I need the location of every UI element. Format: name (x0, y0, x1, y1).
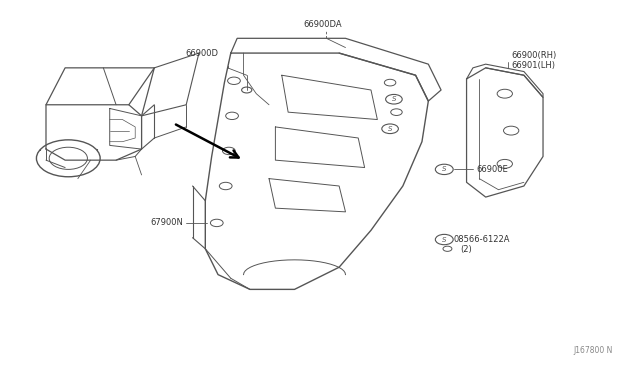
Text: 66900D: 66900D (185, 48, 218, 58)
Text: S: S (442, 237, 447, 243)
Text: 66900E: 66900E (476, 165, 508, 174)
Text: (2): (2) (460, 245, 472, 254)
Text: 08566-6122A: 08566-6122A (454, 235, 510, 244)
Text: 67900N: 67900N (150, 218, 183, 227)
Text: 66901(LH): 66901(LH) (511, 61, 555, 70)
Text: J167800 N: J167800 N (573, 346, 613, 355)
Text: S: S (392, 96, 396, 102)
Text: 66900(RH): 66900(RH) (511, 51, 556, 61)
Text: S: S (388, 126, 392, 132)
Text: S: S (442, 166, 447, 172)
Text: 66900DA: 66900DA (304, 20, 342, 29)
